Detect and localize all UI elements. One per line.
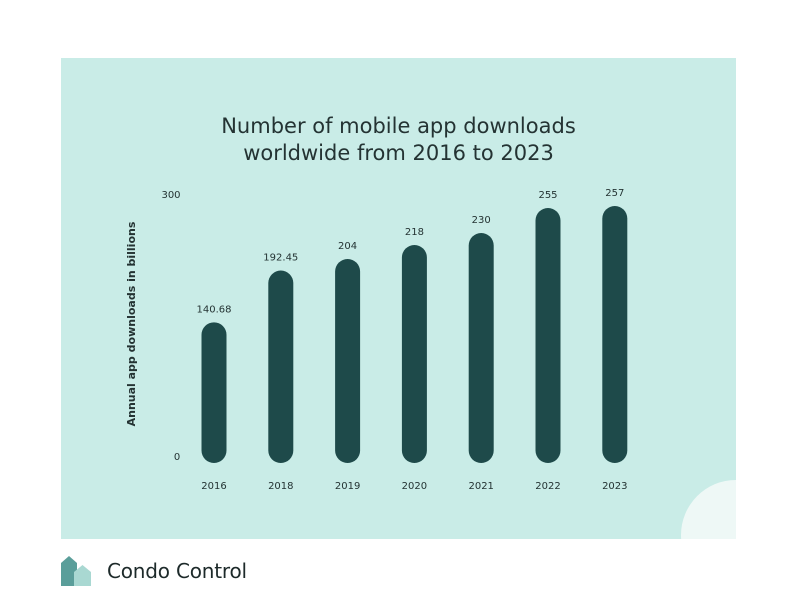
value-label: 230 <box>472 215 491 226</box>
chart-title-line-2: worldwide from 2016 to 2023 <box>243 141 554 165</box>
chart-title: Number of mobile app downloads worldwide… <box>61 113 736 167</box>
bar-2018 <box>268 270 294 463</box>
brand-name: Condo Control <box>107 559 247 583</box>
value-label: 257 <box>605 188 624 199</box>
x-tick-label: 2019 <box>335 481 360 492</box>
x-tick-label: 2023 <box>602 481 627 492</box>
y-axis-label: Annual app downloads in billions <box>125 221 138 426</box>
chart-title-line-1: Number of mobile app downloads <box>221 114 576 138</box>
x-tick-label: 2018 <box>268 481 293 492</box>
bar-2021 <box>468 233 494 463</box>
x-tick-label: 2020 <box>402 481 427 492</box>
value-label: 192.45 <box>263 253 298 264</box>
x-tick-label: 2022 <box>535 481 560 492</box>
bar-2023 <box>602 206 628 463</box>
house-logo-icon <box>61 556 91 586</box>
value-label: 204 <box>338 241 357 252</box>
bar-2019 <box>335 259 361 463</box>
y-tick-label: 0 <box>174 452 180 463</box>
bar-2016 <box>201 322 227 463</box>
y-tick-label: 300 <box>161 190 180 201</box>
x-tick-label: 2021 <box>468 481 493 492</box>
bars-group: 140.68 2016 192.45 2018 204 2019 218 2020 230 202… <box>197 188 628 492</box>
value-label: 255 <box>538 190 557 201</box>
bar-2022 <box>535 208 561 463</box>
value-label: 218 <box>405 227 424 238</box>
bar-chart: Annual app downloads in billions 300 0 1… <box>125 188 628 492</box>
value-label: 140.68 <box>197 304 232 315</box>
chart-panel: Number of mobile app downloads worldwide… <box>61 58 736 539</box>
x-tick-label: 2016 <box>201 481 226 492</box>
bar-2020 <box>401 245 427 463</box>
